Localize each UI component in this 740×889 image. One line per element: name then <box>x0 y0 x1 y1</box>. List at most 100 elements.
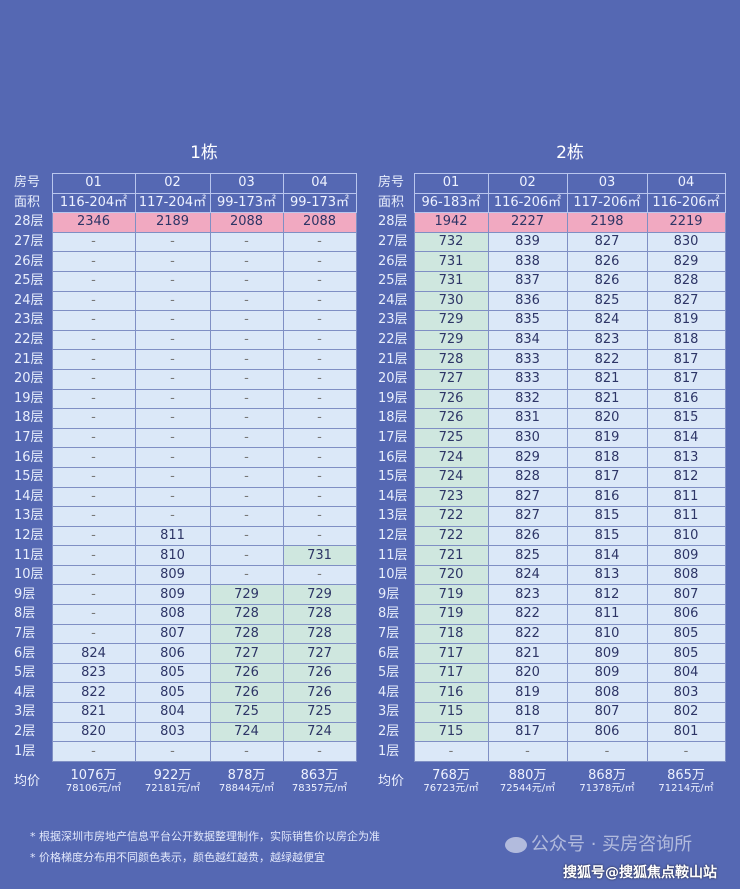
floor-row: 22层 729 834 823 818 <box>378 329 726 351</box>
floor-label: 14层 <box>14 488 44 504</box>
average-price-row: 均价 1076万 78106元/㎡ 922万 72181元/㎡ 878万 78844元/㎡ 8… <box>14 761 356 802</box>
room-label: 房号 <box>378 175 405 191</box>
average-label: 均价 <box>378 774 405 790</box>
unit-price-cell: 726 <box>209 682 284 704</box>
floor-row: 3层 715 818 807 802 <box>378 702 726 723</box>
floor-label: 10层 <box>14 567 44 583</box>
unit-price-cell: 817 <box>646 349 726 370</box>
unit-price-cell: - <box>51 525 136 547</box>
unit-price-cell: 823 <box>487 584 568 606</box>
unit-price-cell: - <box>282 741 357 762</box>
floor-row: 26层 - - - - <box>14 251 357 272</box>
floor-row: 2层 715 817 806 801 <box>378 721 726 743</box>
floor-row: 13层 722 827 815 811 <box>378 506 726 527</box>
unit-price-cell: 721 <box>413 545 489 566</box>
unit-area: 99-173㎡ <box>209 192 284 214</box>
unit-area: 116-206㎡ <box>487 192 568 214</box>
unit-price-cell: 716 <box>413 682 489 704</box>
unit-price-cell: 726 <box>413 388 489 410</box>
unit-price-cell: 826 <box>566 251 648 272</box>
floor-label: 22层 <box>14 332 44 348</box>
floor-label: 1层 <box>378 743 400 759</box>
floor-row: 8层 719 822 811 806 <box>378 604 726 625</box>
unit-price-cell: 807 <box>134 623 211 645</box>
unit-price-cell: 827 <box>566 231 648 253</box>
floor-row: 3层 821 804 725 725 <box>14 702 357 723</box>
floor-label: 23层 <box>14 312 44 328</box>
unit-price-cell: 808 <box>646 564 726 586</box>
unit-price-cell: 724 <box>413 466 489 488</box>
unit-price-cell: - <box>134 349 211 370</box>
unit-price-cell: - <box>51 349 136 370</box>
floor-label: 3层 <box>14 704 36 720</box>
average-total-price: 878万 <box>227 767 266 783</box>
unit-price-cell: 722 <box>413 525 489 547</box>
floor-label: 3层 <box>378 704 400 720</box>
average-label: 均价 <box>14 774 41 790</box>
unit-price-cell: 730 <box>413 290 489 312</box>
unit-price-cell: 824 <box>487 564 568 586</box>
unit-price-cell: 813 <box>646 447 726 468</box>
floor-row: 23层 - - - - <box>14 310 357 331</box>
unit-price-cell: - <box>134 251 211 272</box>
unit-price-cell: - <box>282 231 357 253</box>
floor-row: 19层 - - - - <box>14 388 357 410</box>
unit-price-cell: - <box>134 466 211 488</box>
average-price-cell: 868万 71378元/㎡ <box>567 761 647 802</box>
unit-price-cell: 809 <box>566 662 648 684</box>
floor-label: 6层 <box>378 645 400 661</box>
unit-price-cell: 806 <box>134 643 211 664</box>
area-header-row: 面积 96-183㎡ 116-206㎡ 117-206㎡ 116-206㎡ <box>378 192 726 214</box>
average-price-cell: 880万 72544元/㎡ <box>488 761 567 802</box>
source-credit: 搜狐号@搜狐焦点鞍山站 <box>563 865 717 881</box>
floor-label: 7层 <box>378 625 400 641</box>
unit-price-cell: - <box>51 466 136 488</box>
unit-price-cell: - <box>282 564 357 586</box>
unit-price-cell: 728 <box>282 604 357 625</box>
unit-price-cell: 809 <box>134 564 211 586</box>
average-price-cell: 863万 78357元/㎡ <box>283 761 356 802</box>
room-number: 03 <box>566 173 648 194</box>
unit-price-cell: 824 <box>566 310 648 331</box>
unit-price-cell: 811 <box>646 506 726 527</box>
unit-price-cell: 817 <box>646 368 726 390</box>
unit-price-cell: 821 <box>487 643 568 664</box>
unit-price-cell: 717 <box>413 662 489 684</box>
floor-row: 24层 - - - - <box>14 290 357 312</box>
unit-price-cell: 815 <box>566 525 648 547</box>
unit-price-cell: - <box>51 427 136 449</box>
unit-price-cell: 715 <box>413 702 489 723</box>
average-total-price: 1076万 <box>70 767 117 783</box>
unit-price-cell: - <box>209 741 284 762</box>
unit-price-cell: 817 <box>566 466 648 488</box>
unit-price-cell: 729 <box>413 310 489 331</box>
unit-price-cell: 729 <box>413 329 489 351</box>
unit-price-cell: 831 <box>487 408 568 429</box>
average-total-price: 768万 <box>432 767 470 783</box>
unit-price-cell: 724 <box>282 721 357 743</box>
unit-price-cell: 819 <box>566 427 648 449</box>
floor-label: 18层 <box>378 410 408 426</box>
floor-label: 24层 <box>378 292 408 308</box>
floor-label: 28层 <box>378 214 408 230</box>
unit-price-cell: 2088 <box>209 212 284 233</box>
floor-row: 16层 724 829 818 813 <box>378 447 726 468</box>
average-total-price: 880万 <box>508 767 547 783</box>
unit-price-cell: - <box>209 564 284 586</box>
floor-row: 23层 729 835 824 819 <box>378 310 726 331</box>
unit-price-cell: 808 <box>566 682 648 704</box>
floor-label: 27层 <box>14 234 44 250</box>
unit-price-cell: 728 <box>209 604 284 625</box>
unit-price-cell: 810 <box>566 623 648 645</box>
unit-price-cell: - <box>134 486 211 508</box>
unit-price-cell: 806 <box>646 604 726 625</box>
average-price-cell: 1076万 78106元/㎡ <box>52 761 135 802</box>
floor-row: 9层 719 823 812 807 <box>378 584 726 606</box>
unit-price-cell: - <box>134 447 211 468</box>
unit-price-cell: 828 <box>646 270 726 292</box>
unit-price-cell: 835 <box>487 310 568 331</box>
floor-label: 2层 <box>378 723 400 739</box>
room-number: 01 <box>413 173 489 194</box>
floor-row: 6层 824 806 727 727 <box>14 643 357 664</box>
unit-price-cell: 820 <box>51 721 136 743</box>
